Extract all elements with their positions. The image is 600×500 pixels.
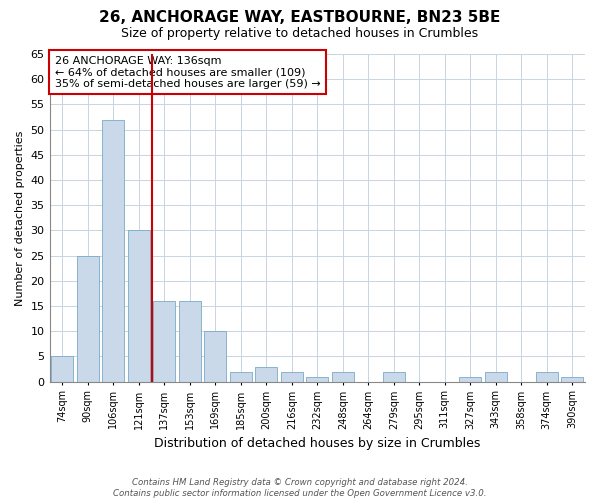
Bar xyxy=(281,372,302,382)
Bar xyxy=(383,372,404,382)
Bar xyxy=(536,372,557,382)
Bar xyxy=(103,120,124,382)
Bar xyxy=(230,372,251,382)
Text: Size of property relative to detached houses in Crumbles: Size of property relative to detached ho… xyxy=(121,28,479,40)
Bar xyxy=(332,372,353,382)
X-axis label: Distribution of detached houses by size in Crumbles: Distribution of detached houses by size … xyxy=(154,437,481,450)
Bar xyxy=(77,256,98,382)
Bar xyxy=(307,376,328,382)
Bar xyxy=(205,331,226,382)
Bar xyxy=(562,376,583,382)
Bar xyxy=(256,366,277,382)
Text: Contains HM Land Registry data © Crown copyright and database right 2024.
Contai: Contains HM Land Registry data © Crown c… xyxy=(113,478,487,498)
Bar xyxy=(179,301,200,382)
Bar xyxy=(485,372,506,382)
Bar xyxy=(128,230,149,382)
Bar xyxy=(154,301,175,382)
Y-axis label: Number of detached properties: Number of detached properties xyxy=(15,130,25,306)
Text: 26, ANCHORAGE WAY, EASTBOURNE, BN23 5BE: 26, ANCHORAGE WAY, EASTBOURNE, BN23 5BE xyxy=(100,10,500,25)
Bar xyxy=(52,356,73,382)
Bar xyxy=(460,376,481,382)
Text: 26 ANCHORAGE WAY: 136sqm
← 64% of detached houses are smaller (109)
35% of semi-: 26 ANCHORAGE WAY: 136sqm ← 64% of detach… xyxy=(55,56,320,89)
